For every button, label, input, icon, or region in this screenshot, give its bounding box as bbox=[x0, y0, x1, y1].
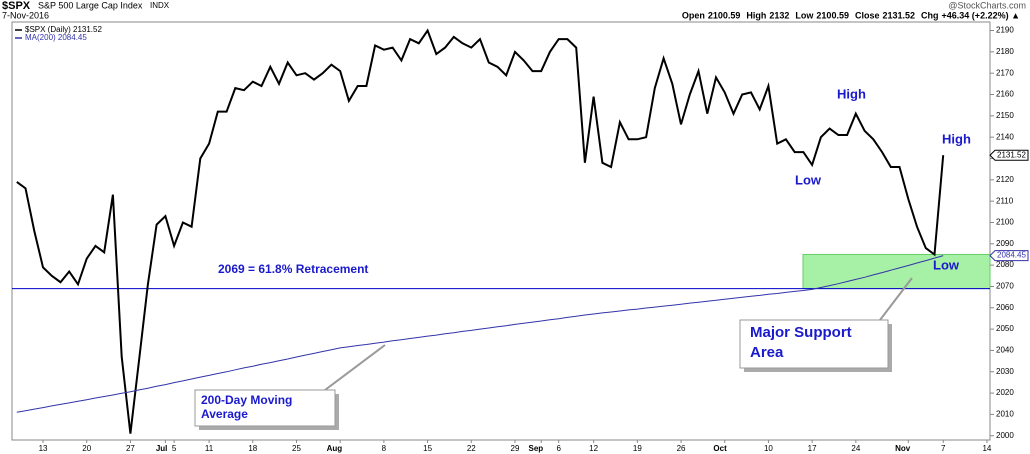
x-tick-label: 22 bbox=[467, 444, 476, 453]
retracement-label: 2069 = 61.8% Retracement bbox=[218, 262, 368, 276]
annotation: Low bbox=[933, 257, 960, 272]
y-tick-label: 2080 bbox=[996, 260, 1014, 269]
support-zone bbox=[802, 253, 991, 290]
annotation: Low bbox=[795, 172, 822, 187]
callout-pointer bbox=[324, 344, 386, 391]
legend-label: MA(200) 2084.45 bbox=[25, 33, 87, 42]
x-tick-label: 18 bbox=[248, 444, 257, 453]
callout-text: Major Support Area bbox=[750, 324, 852, 361]
x-tick-label: 29 bbox=[511, 444, 520, 453]
x-tick-label: 19 bbox=[633, 444, 642, 453]
x-tick-label: Oct bbox=[713, 444, 727, 453]
x-tick-label: 14 bbox=[982, 444, 991, 453]
series-line bbox=[16, 28, 945, 434]
x-tick-label: 12 bbox=[589, 444, 598, 453]
callout-box bbox=[194, 389, 336, 427]
quote-value: +46.34 (+2.22%) ▲ bbox=[942, 10, 1020, 20]
x-tick-label: 5 bbox=[172, 444, 177, 453]
legend-label: $SPX (Daily) 2131.52 bbox=[25, 25, 102, 34]
x-tick-label: 13 bbox=[39, 444, 48, 453]
end-tag bbox=[989, 149, 1029, 161]
x-tick-label: 11 bbox=[205, 444, 214, 453]
quote-label: High bbox=[746, 10, 766, 20]
x-tick-label: 24 bbox=[851, 444, 860, 453]
x-tick-label: Sep bbox=[529, 444, 544, 453]
y-tick-label: 2050 bbox=[996, 324, 1014, 333]
annotation: High bbox=[837, 86, 866, 101]
y-tick-label: 2100 bbox=[996, 218, 1014, 227]
quote-label: Low bbox=[795, 10, 814, 20]
quote-value: 2132 bbox=[769, 10, 789, 20]
quote-value: 2100.59 bbox=[816, 10, 849, 20]
y-tick-label: 2180 bbox=[996, 47, 1014, 56]
quote-value: 2131.52 bbox=[882, 10, 915, 20]
y-tick-label: 2020 bbox=[996, 388, 1014, 397]
x-tick-label: Nov bbox=[895, 444, 911, 453]
x-tick-label: 20 bbox=[82, 444, 91, 453]
source: @StockCharts.com bbox=[948, 0, 1026, 10]
quote-value: 2100.59 bbox=[708, 10, 741, 20]
y-tick-label: 2010 bbox=[996, 410, 1014, 419]
y-tick-label: 2160 bbox=[996, 90, 1014, 99]
x-tick-label: 7 bbox=[941, 444, 946, 453]
quote-label: Chg bbox=[921, 10, 939, 20]
x-tick-label: 25 bbox=[292, 444, 301, 453]
series-line bbox=[16, 255, 944, 413]
y-tick-label: 2190 bbox=[996, 26, 1014, 35]
y-tick-label: 2170 bbox=[996, 68, 1014, 77]
symbol: $SPX bbox=[2, 0, 31, 12]
callout-pointer bbox=[879, 277, 913, 321]
plot-frame bbox=[11, 21, 991, 441]
x-tick-label: 10 bbox=[764, 444, 773, 453]
y-tick-label: 2090 bbox=[996, 239, 1014, 248]
x-tick-label: Aug bbox=[327, 444, 343, 453]
y-tick-label: 2120 bbox=[996, 175, 1014, 184]
y-tick-label: 2030 bbox=[996, 367, 1014, 376]
index-name: S&P 500 Large Cap Index bbox=[38, 0, 143, 10]
x-tick-label: 15 bbox=[423, 444, 432, 453]
x-tick-label: 27 bbox=[126, 444, 135, 453]
y-tick-label: 2150 bbox=[996, 111, 1014, 120]
y-tick-label: 2040 bbox=[996, 346, 1014, 355]
end-tag-value: 2084.45 bbox=[997, 251, 1026, 260]
annotation: High bbox=[942, 131, 971, 146]
y-tick-label: 2140 bbox=[996, 132, 1014, 141]
y-tick-label: 2000 bbox=[996, 431, 1014, 440]
x-tick-label: 26 bbox=[677, 444, 686, 453]
y-tick-label: 2070 bbox=[996, 282, 1014, 291]
quote-label: Open bbox=[682, 10, 705, 20]
callout-box bbox=[739, 319, 889, 369]
end-tag bbox=[989, 250, 1029, 262]
x-tick-label: Jul bbox=[156, 444, 168, 453]
date: 7-Nov-2016 bbox=[2, 10, 49, 20]
callout-text: 200-Day Moving Average bbox=[201, 393, 292, 421]
y-tick-label: 2110 bbox=[996, 196, 1014, 205]
x-tick-label: 17 bbox=[808, 444, 817, 453]
y-tick-label: 2060 bbox=[996, 303, 1014, 312]
end-tag-value: 2131.52 bbox=[997, 150, 1026, 159]
quote-label: Close bbox=[855, 10, 880, 20]
x-tick-label: 8 bbox=[382, 444, 387, 453]
exchange: INDX bbox=[150, 1, 170, 10]
x-tick-label: 6 bbox=[556, 444, 561, 453]
